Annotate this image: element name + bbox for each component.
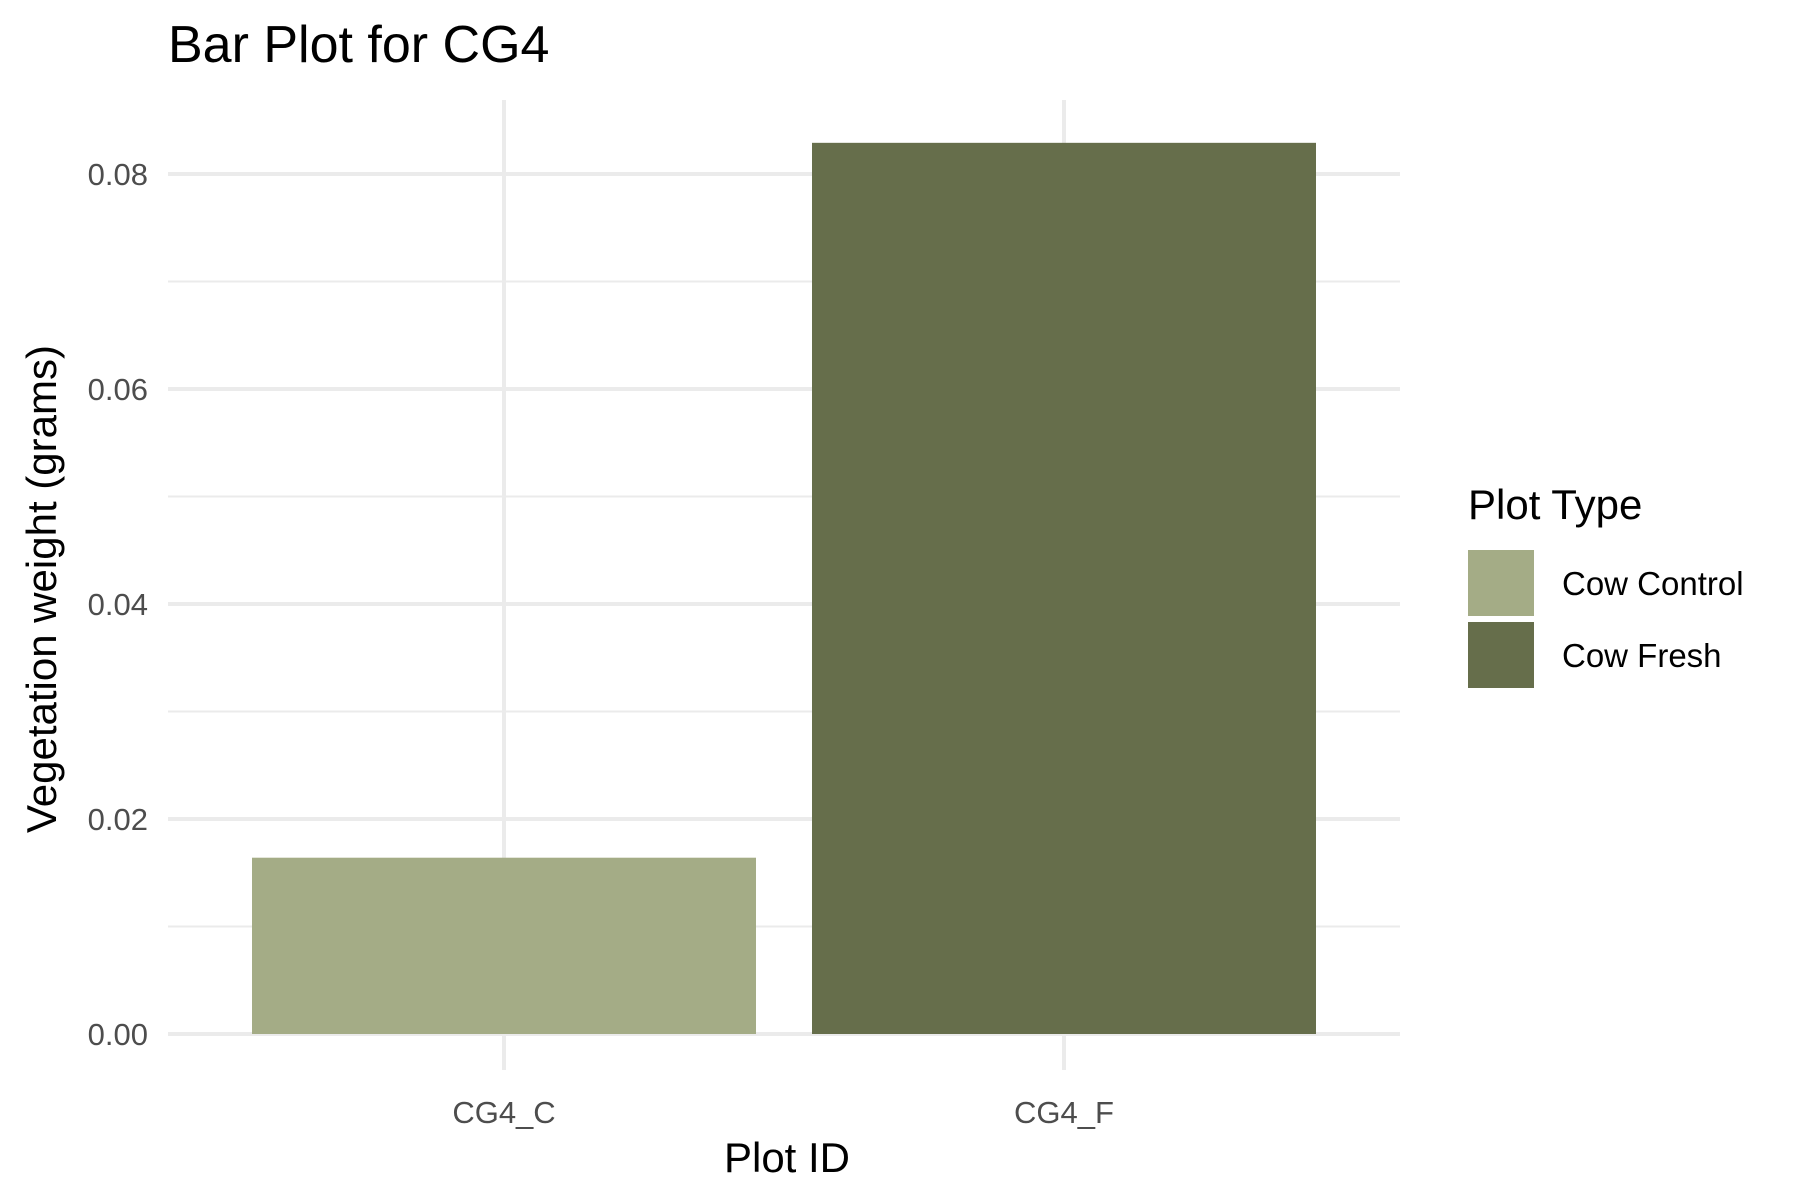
x-tick-label: CG4_F: [1014, 1095, 1114, 1130]
x-tick-label: CG4_C: [452, 1095, 555, 1130]
y-tick-label: 0.04: [88, 587, 148, 622]
x-tick-labels: CG4_C CG4_F: [452, 1095, 1114, 1130]
y-axis-title: Vegetation weight (grams): [18, 345, 65, 833]
y-tick-label: 0.06: [88, 372, 148, 407]
legend-swatch: [1468, 550, 1534, 616]
legend: Plot Type Cow Control Cow Fresh: [1468, 481, 1744, 688]
x-axis-title: Plot ID: [724, 1134, 850, 1181]
legend-label: Cow Control: [1562, 565, 1744, 602]
legend-title: Plot Type: [1468, 481, 1642, 528]
y-tick-label: 0.08: [88, 157, 148, 192]
legend-swatch: [1468, 622, 1534, 688]
bar-cg4-c: [252, 857, 756, 1034]
chart-title: Bar Plot for CG4: [168, 16, 549, 74]
bar-cg4-f: [812, 142, 1316, 1034]
bars: [252, 142, 1316, 1034]
y-tick-label: 0.02: [88, 802, 148, 837]
legend-label: Cow Fresh: [1562, 637, 1722, 674]
y-tick-label: 0.00: [88, 1017, 148, 1052]
y-tick-labels: 0.00 0.02 0.04 0.06 0.08: [88, 157, 148, 1052]
